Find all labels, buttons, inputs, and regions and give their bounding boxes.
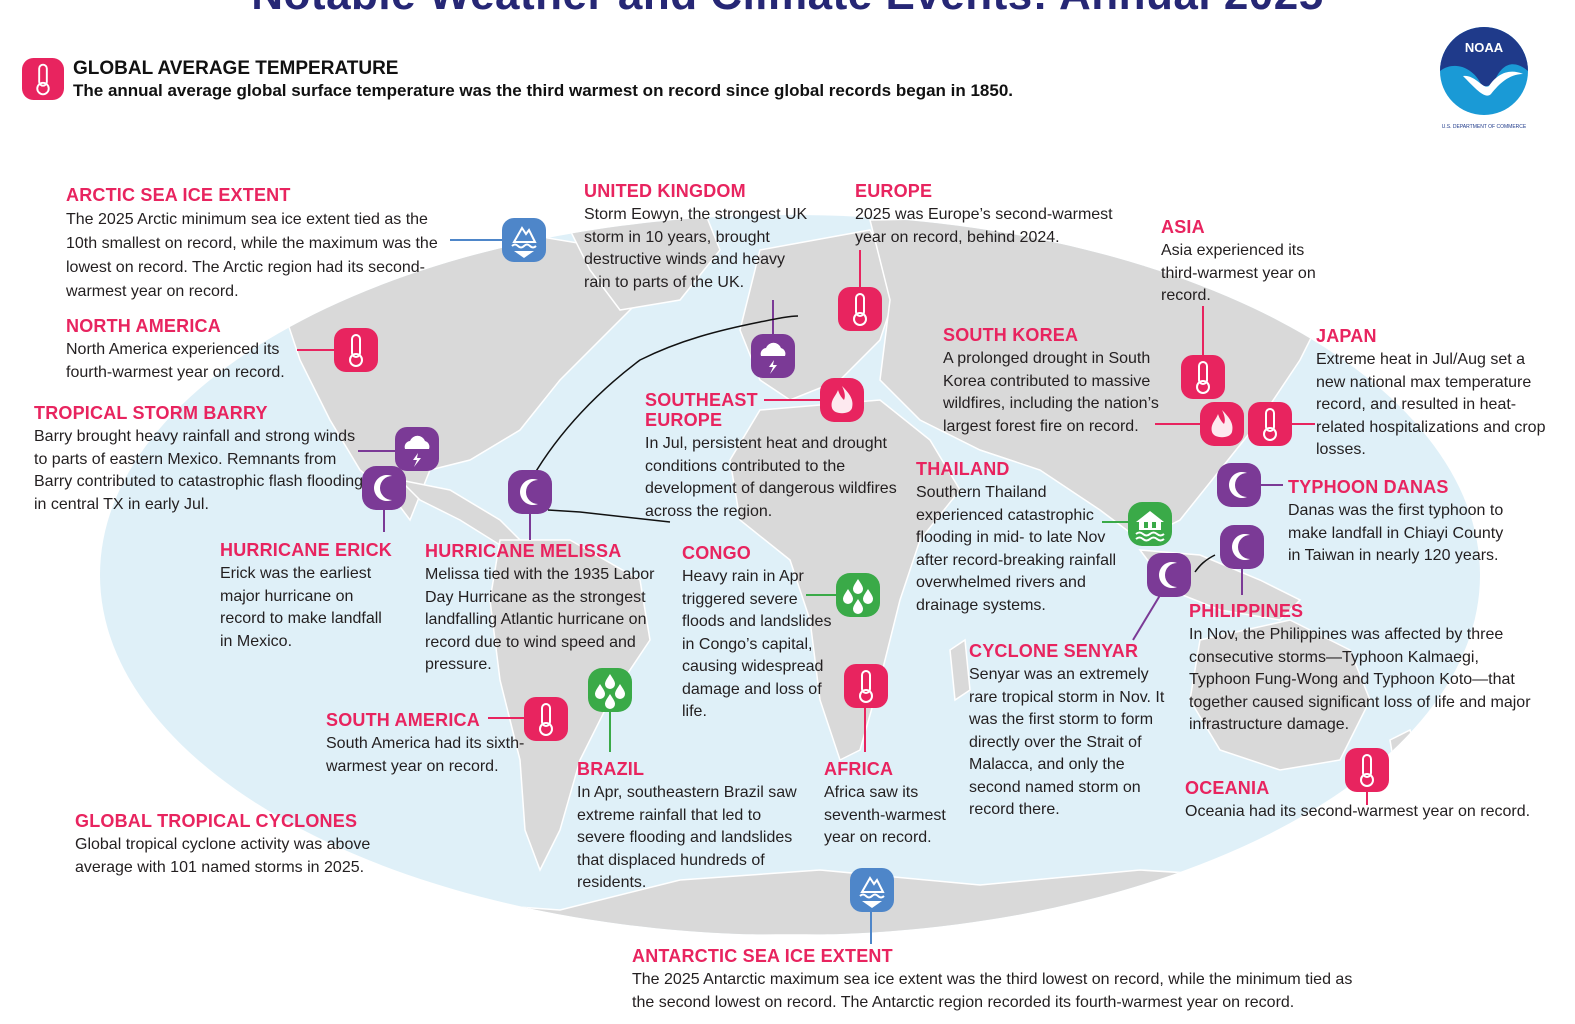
- event-title: SOUTH AMERICA: [326, 710, 480, 730]
- event-text: In Jul, persistent heat and drought cond…: [645, 435, 897, 520]
- thermometer-icon: [524, 697, 568, 741]
- event-text: Danas was the first typhoon to make land…: [1288, 502, 1504, 564]
- event-typhoon-danas: TYPHOON DANAS Danas was the first typhoo…: [1288, 477, 1508, 568]
- event-title: SOUTHEAST EUROPE: [645, 390, 758, 430]
- event-text: North America experienced its fourth-war…: [66, 341, 285, 381]
- event-text: The 2025 Arctic minimum sea ice extent t…: [66, 211, 438, 300]
- event-north-america: NORTH AMERICA North America experienced …: [66, 316, 306, 384]
- thermometer-icon: [844, 664, 888, 708]
- event-title: OCEANIA: [1185, 778, 1270, 798]
- event-title: CYCLONE SENYAR: [969, 641, 1139, 661]
- svg-text:NOAA: NOAA: [1465, 40, 1504, 55]
- event-title: PHILIPPINES: [1189, 601, 1304, 621]
- page-title: Notable Weather and Climate Events: Annu…: [0, 0, 1575, 20]
- event-global-tropical-cyclones: GLOBAL TROPICAL CYCLONES Global tropical…: [75, 811, 395, 879]
- wildfire-icon: [820, 378, 864, 422]
- event-text: Global tropical cyclone activity was abo…: [75, 836, 371, 876]
- event-text: Extreme heat in Jul/Aug set a new nation…: [1316, 351, 1546, 458]
- event-text: In Nov, the Philippines was affected by …: [1189, 626, 1531, 733]
- event-cyclone-senyar: CYCLONE SENYAR Senyar was an extremely r…: [969, 641, 1179, 822]
- event-title: SOUTH KOREA: [943, 325, 1079, 345]
- hurricane-icon: [1220, 525, 1264, 569]
- event-text: South America had its sixth-warmest year…: [326, 735, 525, 775]
- event-title: CONGO: [682, 543, 752, 563]
- thermometer-icon: [22, 58, 64, 100]
- thermometer-icon: [1181, 355, 1225, 399]
- event-africa: AFRICA Africa saw its seventh-warmest ye…: [824, 759, 959, 850]
- event-congo: CONGO Heavy rain in Apr triggered severe…: [682, 543, 842, 724]
- event-text: Heavy rain in Apr triggered severe flood…: [682, 568, 832, 720]
- event-arctic-sea-ice: ARCTIC SEA ICE EXTENT The 2025 Arctic mi…: [66, 185, 466, 304]
- header-text: The annual average global surface temper…: [73, 81, 1014, 100]
- event-title: UNITED KINGDOM: [584, 181, 746, 201]
- thermometer-icon: [1345, 748, 1389, 792]
- event-south-america: SOUTH AMERICA South America had its sixt…: [326, 710, 556, 778]
- wildfire-icon: [1200, 402, 1244, 446]
- event-text: 2025 was Europe’s second-warmest year on…: [855, 206, 1113, 246]
- sea-ice-icon: [850, 868, 894, 912]
- event-text: Oceania had its second-warmest year on r…: [1185, 803, 1531, 820]
- event-title: TYPHOON DANAS: [1288, 477, 1449, 497]
- flooded-house-icon: [1128, 502, 1172, 546]
- event-united-kingdom: UNITED KINGDOM Storm Eowyn, the stronges…: [584, 181, 809, 294]
- event-title: NORTH AMERICA: [66, 316, 221, 336]
- hurricane-icon: [1147, 553, 1191, 597]
- event-text: Asia experienced its third-warmest year …: [1161, 242, 1316, 304]
- event-title: GLOBAL TROPICAL CYCLONES: [75, 811, 358, 831]
- event-asia: ASIA Asia experienced its third-warmest …: [1161, 217, 1321, 308]
- thermometer-icon: [1248, 402, 1292, 446]
- event-text: The 2025 Antarctic maximum sea ice exten…: [632, 971, 1353, 1011]
- event-title: HURRICANE ERICK: [220, 540, 393, 560]
- event-title: THAILAND: [916, 459, 1010, 479]
- thermometer-icon: [334, 328, 378, 372]
- event-title: ASIA: [1161, 217, 1205, 237]
- event-japan: JAPAN Extreme heat in Jul/Aug set a new …: [1316, 326, 1556, 462]
- event-hurricane-erick: HURRICANE ERICK Erick was the earliest m…: [220, 540, 395, 653]
- event-title: TROPICAL STORM BARRY: [34, 403, 268, 423]
- event-text: Barry brought heavy rainfall and strong …: [34, 428, 364, 513]
- event-tropical-storm-barry: TROPICAL STORM BARRY Barry brought heavy…: [34, 403, 364, 516]
- event-title: HURRICANE MELISSA: [425, 541, 622, 561]
- event-southeast-europe: SOUTHEAST EUROPE In Jul, persistent heat …: [645, 390, 905, 523]
- event-south-korea: SOUTH KOREA A prolonged drought in South…: [943, 325, 1188, 438]
- raindrops-icon: [836, 573, 880, 617]
- event-text: Africa saw its seventh-warmest year on r…: [824, 784, 946, 846]
- event-oceania: OCEANIA Oceania had its second-warmest y…: [1185, 778, 1555, 824]
- event-title: ARCTIC SEA ICE EXTENT: [66, 185, 291, 205]
- event-title: ANTARCTIC SEA ICE EXTENT: [632, 946, 893, 966]
- event-text: Senyar was an extremely rare tropical st…: [969, 666, 1165, 818]
- raindrops-icon: [588, 668, 632, 712]
- sea-ice-icon: [502, 218, 546, 262]
- event-antarctic-sea-ice: ANTARCTIC SEA ICE EXTENT The 2025 Antarc…: [632, 946, 1367, 1014]
- event-thailand: THAILAND Southern Thailand experienced c…: [916, 459, 1121, 617]
- event-title: AFRICA: [824, 759, 894, 779]
- event-europe: EUROPE 2025 was Europe’s second-warmest …: [855, 181, 1135, 249]
- event-title: JAPAN: [1316, 326, 1377, 346]
- event-text: A prolonged drought in South Korea contr…: [943, 350, 1159, 435]
- event-text: Southern Thailand experienced catastroph…: [916, 484, 1117, 614]
- thermometer-icon: [838, 287, 882, 331]
- svg-text:U.S. DEPARTMENT OF COMMERCE: U.S. DEPARTMENT OF COMMERCE: [1442, 124, 1527, 130]
- hurricane-icon: [508, 470, 552, 514]
- event-philippines: PHILIPPINES In Nov, the Philippines was …: [1189, 601, 1534, 737]
- event-brazil: BRAZIL In Apr, southeastern Brazil saw e…: [577, 759, 797, 895]
- event-text: Melissa tied with the 1935 Labor Day Hur…: [425, 566, 655, 673]
- australia-land: [1189, 619, 1371, 771]
- header-title: GLOBAL AVERAGE TEMPERATURE: [73, 58, 399, 79]
- event-text: In Apr, southeastern Brazil saw extreme …: [577, 784, 797, 891]
- hurricane-icon: [362, 466, 406, 510]
- south-america-land: [489, 539, 651, 872]
- event-title: EUROPE: [855, 181, 933, 201]
- hurricane-icon: [1217, 463, 1261, 507]
- storm-cloud-icon: [751, 334, 795, 378]
- noaa-logo: NOAA U.S. DEPARTMENT OF COMMERCE: [1424, 11, 1544, 131]
- event-hurricane-melissa: HURRICANE MELISSA Melissa tied with the …: [425, 541, 665, 677]
- event-text: Storm Eowyn, the strongest UK storm in 1…: [584, 206, 808, 291]
- event-title: BRAZIL: [577, 759, 645, 779]
- storm-cloud-icon: [395, 427, 439, 471]
- event-text: Erick was the earliest major hurricane o…: [220, 565, 382, 650]
